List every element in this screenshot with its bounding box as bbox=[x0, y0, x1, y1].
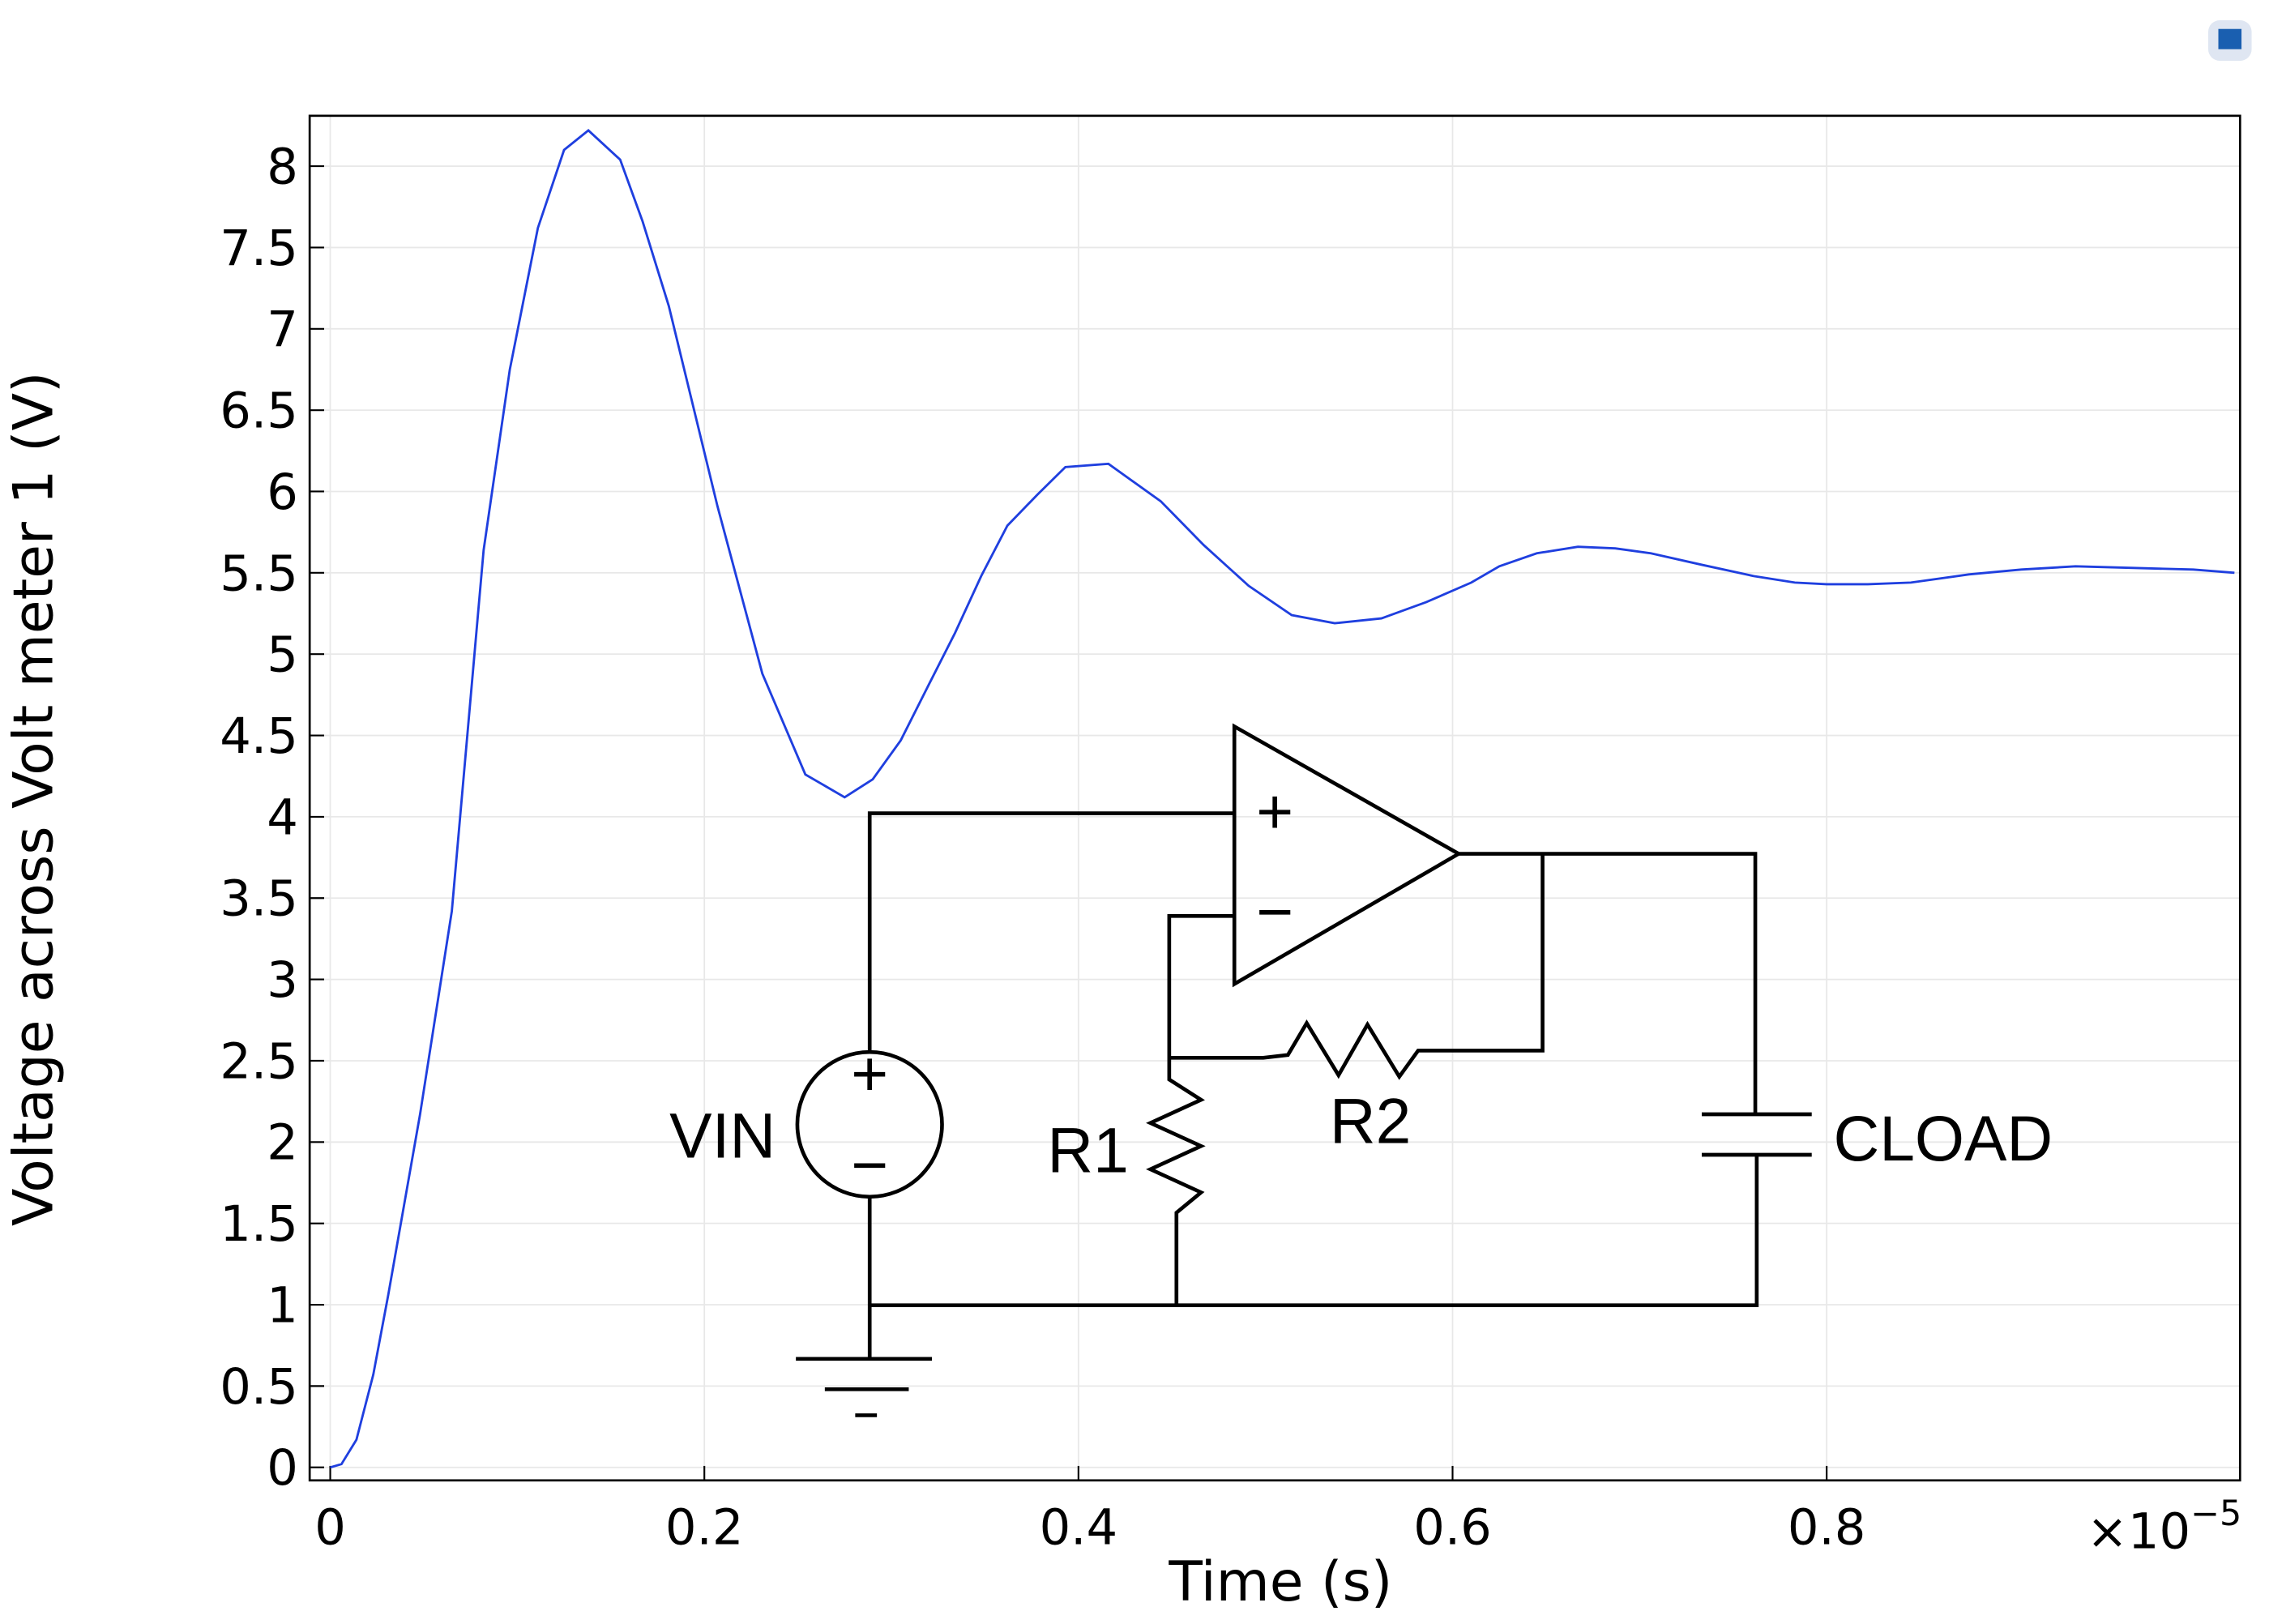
y-tick-label: 2 bbox=[267, 1115, 298, 1172]
y-tick-label: 5 bbox=[267, 627, 298, 684]
x-tick-label: 0.8 bbox=[1788, 1499, 1866, 1556]
label-vin: VIN bbox=[669, 1100, 776, 1172]
x-multiplier: ×10−5 bbox=[2087, 1494, 2241, 1561]
label-r1: R1 bbox=[1047, 1114, 1128, 1186]
x-tick-label: 0.2 bbox=[665, 1499, 744, 1556]
y-tick-label: 6 bbox=[267, 464, 298, 521]
x-multiplier-exponent: −5 bbox=[2190, 1494, 2241, 1534]
y-tick-label: 1.5 bbox=[220, 1196, 298, 1253]
source-plus: + bbox=[851, 1038, 888, 1109]
wire bbox=[867, 811, 1235, 1053]
y-tick-label: 4.5 bbox=[220, 708, 298, 765]
app-icon-inner bbox=[2218, 28, 2242, 49]
x-axis-label: Time (s) bbox=[1168, 1550, 1392, 1614]
wire bbox=[1459, 852, 1758, 1114]
wire bbox=[870, 1155, 1759, 1308]
x-multiplier-base: ×10 bbox=[2087, 1504, 2190, 1561]
y-tick-label: 0.5 bbox=[220, 1359, 298, 1416]
circuit-diagram: + − + − VIN R1 R2 CLOAD bbox=[669, 723, 2053, 1417]
opamp-minus: − bbox=[1256, 876, 1293, 947]
y-tick-label: 1 bbox=[267, 1277, 298, 1334]
plot bbox=[330, 129, 2235, 1469]
y-tick-label: 0 bbox=[267, 1440, 298, 1497]
resistor-r2 bbox=[1169, 853, 1545, 1080]
data-line bbox=[330, 129, 2235, 1469]
y-tick-label: 8 bbox=[267, 139, 298, 196]
y-axis-label: Voltage across Volt meter 1 (V) bbox=[2, 371, 66, 1225]
plot-frame bbox=[308, 114, 2241, 1482]
label-r2: R2 bbox=[1330, 1086, 1411, 1157]
y-tick-label: 2.5 bbox=[220, 1033, 298, 1090]
opamp bbox=[1232, 723, 1463, 988]
x-tick-label: 0 bbox=[314, 1499, 346, 1556]
y-tick-label: 4 bbox=[267, 789, 298, 846]
y-tick-label: 6.5 bbox=[220, 383, 298, 440]
grid: 0 0.5 1 1.5 2 2.5 3 3.5 4 4.5 5 5.5 6 6.5 7 7.5 8 0 0.2 0.4… bbox=[220, 115, 2241, 1556]
x-tick-label: 0.4 bbox=[1040, 1499, 1118, 1556]
source-minus: − bbox=[851, 1129, 888, 1200]
x-tick-label: 0.6 bbox=[1413, 1499, 1492, 1556]
y-tick-label: 3 bbox=[267, 952, 298, 1009]
label-cload: CLOAD bbox=[1834, 1103, 2053, 1174]
opamp-plus: + bbox=[1256, 776, 1293, 848]
y-tick-label: 3.5 bbox=[220, 871, 298, 928]
resistor-r1 bbox=[1146, 914, 1235, 1306]
y-tick-label: 5.5 bbox=[220, 545, 298, 602]
y-tick-label: 7.5 bbox=[220, 220, 298, 277]
y-tick-label: 7 bbox=[267, 301, 298, 358]
